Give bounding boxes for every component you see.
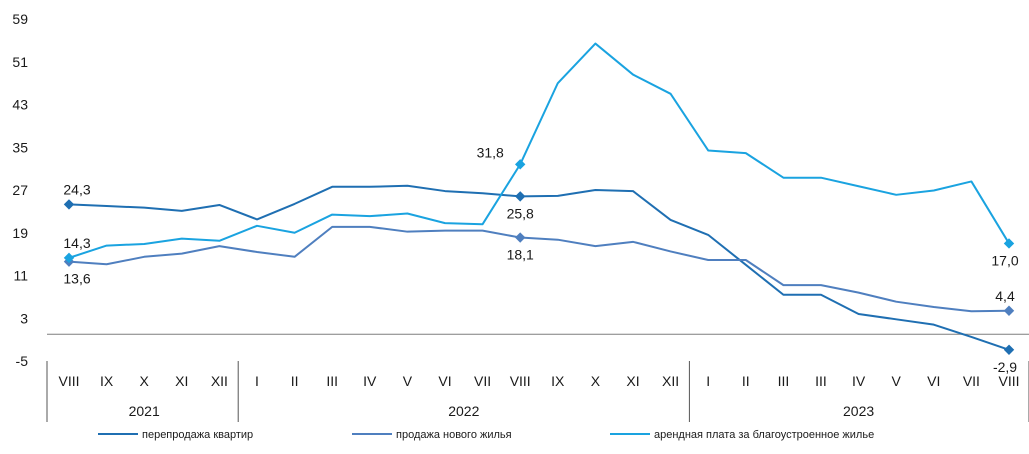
x-tick-label: VII bbox=[963, 373, 980, 389]
x-tick-label: X bbox=[140, 373, 150, 389]
x-tick-label: VIII bbox=[998, 373, 1019, 389]
legend-label: арендная плата за благоустроенное жилье bbox=[654, 429, 874, 441]
x-tick-label: III bbox=[778, 373, 790, 389]
x-tick-label: XI bbox=[175, 373, 188, 389]
y-axis: 59 51 43 35 27 19 11 3 -5 bbox=[12, 11, 28, 369]
year-label: 2023 bbox=[843, 403, 874, 419]
data-label: -2,9 bbox=[993, 359, 1017, 375]
data-point-marker bbox=[1003, 305, 1015, 316]
data-label: 31,8 bbox=[477, 144, 504, 160]
x-tick-label: XI bbox=[626, 373, 639, 389]
y-tick-label: 59 bbox=[12, 11, 28, 27]
data-point-marker bbox=[514, 159, 526, 170]
series-line-2 bbox=[68, 225, 1010, 313]
data-point-marker bbox=[514, 232, 526, 243]
data-point-marker bbox=[63, 199, 75, 210]
y-tick-label: 3 bbox=[20, 310, 28, 326]
x-tick-label: VII bbox=[474, 373, 491, 389]
data-label: 13,6 bbox=[63, 271, 90, 287]
x-tick-label: VI bbox=[927, 373, 940, 389]
x-tick-label: XII bbox=[211, 373, 228, 389]
x-tick-label: IX bbox=[551, 373, 565, 389]
y-tick-label: 43 bbox=[12, 97, 28, 113]
data-point-marker bbox=[514, 191, 526, 202]
year-label: 2021 bbox=[129, 403, 160, 419]
series-line-1 bbox=[68, 184, 1010, 351]
x-tick-label: II bbox=[742, 373, 750, 389]
x-tick-label: V bbox=[892, 373, 902, 389]
data-label: 4,4 bbox=[995, 288, 1015, 304]
legend-label: перепродажа квартир bbox=[142, 429, 253, 441]
y-tick-label: 27 bbox=[12, 182, 28, 198]
series-line-3 bbox=[68, 42, 1010, 259]
data-label: 25,8 bbox=[507, 205, 534, 221]
y-tick-label: -5 bbox=[16, 353, 29, 369]
y-tick-label: 51 bbox=[12, 54, 28, 70]
series-layer bbox=[63, 42, 1015, 355]
data-label: 18,1 bbox=[507, 247, 534, 263]
x-tick-label: V bbox=[403, 373, 413, 389]
x-tick-label: IV bbox=[363, 373, 377, 389]
x-tick-label: VI bbox=[438, 373, 451, 389]
data-point-marker bbox=[1003, 238, 1015, 249]
data-label: 17,0 bbox=[991, 252, 1018, 268]
x-tick-label: IX bbox=[100, 373, 114, 389]
x-tick-label: XII bbox=[662, 373, 679, 389]
year-label: 2022 bbox=[448, 403, 479, 419]
x-tick-label: III bbox=[326, 373, 338, 389]
x-tick-label: IV bbox=[852, 373, 866, 389]
x-tick-label: III bbox=[815, 373, 827, 389]
legend-label: продажа нового жилья bbox=[396, 429, 512, 441]
data-label: 14,3 bbox=[63, 235, 90, 251]
x-tick-label: II bbox=[291, 373, 299, 389]
data-labels: 24,3 25,8 -2,9 13,6 18,1 4,4 14,3 31,8 17,0 bbox=[63, 144, 1018, 374]
y-tick-label: 11 bbox=[13, 268, 28, 284]
x-tick-label: I bbox=[255, 373, 259, 389]
data-point-marker bbox=[1003, 344, 1015, 355]
x-tick-label: X bbox=[591, 373, 601, 389]
x-tick-label: VIII bbox=[510, 373, 531, 389]
x-axis: VIII IX X XI XII I II III IV V VI VII VIII IX X XI XII I I… bbox=[46, 333, 1029, 422]
data-label: 24,3 bbox=[63, 181, 90, 197]
y-tick-label: 35 bbox=[12, 139, 28, 155]
y-tick-label: 19 bbox=[12, 225, 28, 241]
x-tick-label: VIII bbox=[58, 373, 79, 389]
legend: перепродажа квартир продажа нового жилья а… bbox=[98, 429, 874, 441]
data-point-marker bbox=[63, 252, 75, 264]
x-tick-label: I bbox=[706, 373, 710, 389]
